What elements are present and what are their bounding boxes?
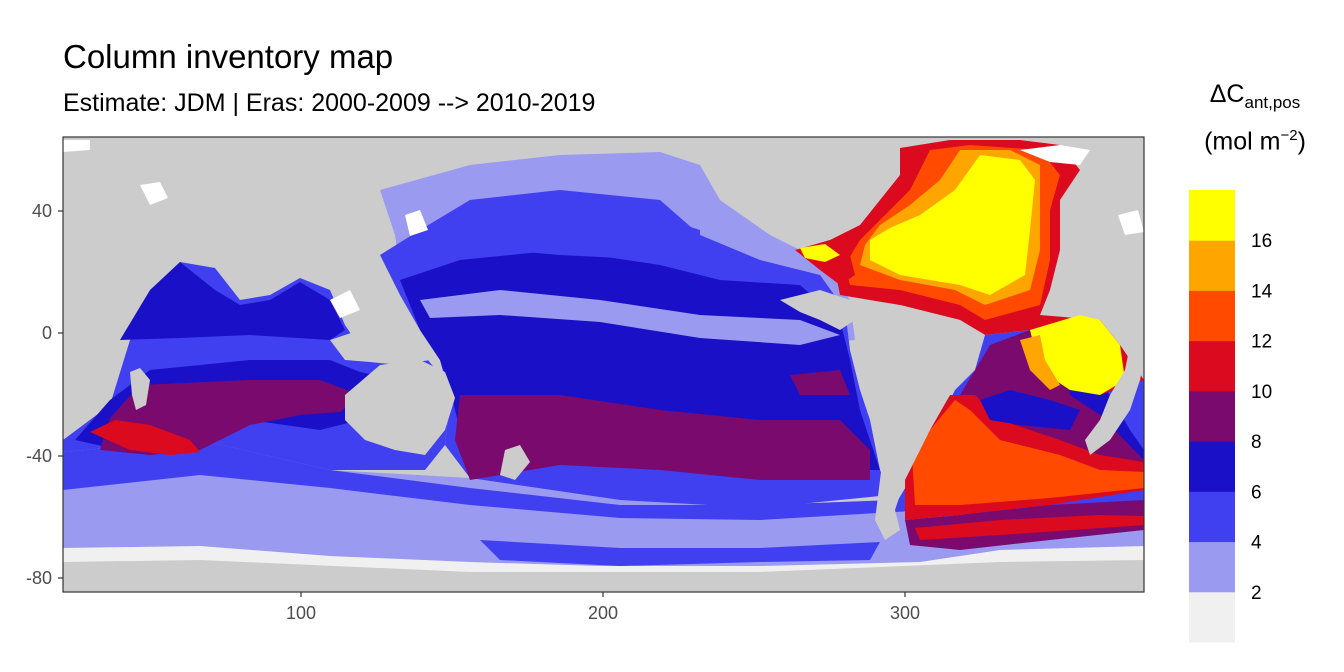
land-africa (1085, 330, 1144, 455)
gulf-yellow (800, 244, 840, 262)
indian-ocean-upper (120, 262, 345, 340)
legend-break-label: 2 (1251, 583, 1262, 604)
white-cell-3 (405, 210, 428, 236)
x-tick-label-300: 300 (890, 603, 920, 623)
land-indonesia (330, 330, 430, 365)
legend-break-label: 10 (1251, 382, 1272, 403)
south-atlantic-orange (912, 400, 1144, 505)
land-australia (345, 360, 455, 455)
legend-title: ΔCant,pos (mol m−2) (1204, 80, 1306, 156)
antarctic-ice-edge (63, 546, 1144, 572)
white-cell-5 (63, 140, 90, 152)
legend-labels: 2 4 6 8 10 12 14 16 (1251, 231, 1273, 604)
legend-break-label: 16 (1251, 231, 1272, 252)
x-axis: 100 200 300 (286, 592, 920, 623)
legend-break-label: 12 (1251, 332, 1272, 353)
north-atlantic-yellow (870, 155, 1035, 295)
south-atlantic-amber-edge (1020, 335, 1060, 390)
indian-ocean-red (90, 420, 200, 455)
white-cell-4 (1118, 210, 1144, 235)
legend-bin-6 (1189, 290, 1235, 342)
southern-ocean-blue (480, 540, 880, 566)
x-tick-label-100: 100 (286, 603, 316, 623)
land-new-zealand (500, 445, 530, 480)
ocean-field (63, 140, 1144, 572)
legend-unit-exponent: −2 (1280, 127, 1298, 144)
legend-bin-3 (1189, 441, 1235, 492)
x-tick-label-200: 200 (588, 603, 618, 623)
legend-bin-7 (1189, 240, 1235, 291)
legend-title-sub: ant,pos (1244, 93, 1301, 112)
legend-break-label: 6 (1251, 482, 1262, 503)
legend-bin-5 (1189, 340, 1235, 392)
white-cell-2 (330, 290, 360, 318)
land-south-america (850, 305, 985, 540)
legend-break-label: 4 (1251, 533, 1262, 554)
pacific-ocean-light-band (420, 290, 840, 345)
y-axis: 40 0 -40 -80 (26, 201, 63, 588)
map-subtitle: Estimate: JDM | Eras: 2000-2009 --> 2010… (63, 89, 596, 117)
pacific-ocean-purple (455, 395, 870, 480)
legend-bin-1 (1189, 541, 1235, 593)
north-pacific-deep (500, 205, 700, 260)
legend-color-bar (1189, 190, 1235, 643)
pacific-ocean-purple-south (790, 370, 850, 395)
legend-title-main: ΔC (1209, 80, 1245, 108)
legend-bin-2 (1189, 491, 1235, 543)
southern-ocean-inner (63, 470, 1144, 545)
map-title: Column inventory map (63, 38, 394, 75)
arctic-ice (1020, 145, 1090, 165)
y-tick-label-0: 0 (42, 323, 52, 343)
south-atlantic-blue-pocket (980, 390, 1080, 430)
madagascar (130, 368, 150, 410)
legend-bin-8 (1189, 190, 1235, 241)
white-cell-1 (140, 182, 168, 205)
legend-unit: mol m (1212, 127, 1281, 156)
y-tick-label-neg40: -40 (26, 446, 52, 466)
legend-bin-0 (1189, 591, 1235, 643)
legend-break-label: 14 (1251, 281, 1273, 302)
legend-break-label: 8 (1251, 432, 1262, 453)
y-tick-label-40: 40 (32, 201, 52, 221)
legend-bin-4 (1189, 390, 1235, 442)
drake-passage-core (915, 515, 1144, 540)
y-tick-label-neg80: -80 (26, 568, 52, 588)
land-central-america (780, 290, 855, 330)
